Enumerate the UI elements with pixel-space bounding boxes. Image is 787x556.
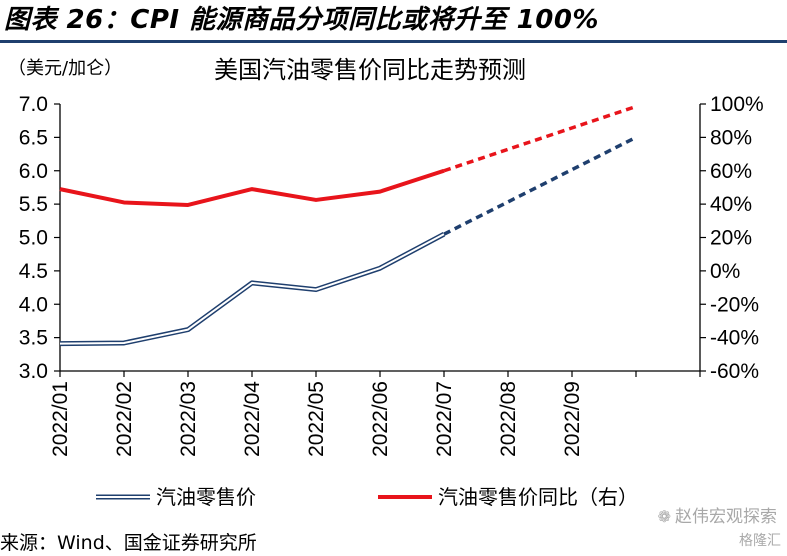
left-tick-label: 6.0	[19, 160, 48, 183]
x-tick-label: 2022/02	[113, 381, 136, 457]
series-line-gasoline-price-inner	[59, 233, 445, 345]
watermark: ❁ 赵伟宏观探索	[658, 502, 777, 527]
series-line-gasoline-yoy	[59, 168, 445, 207]
x-tick-label: 2022/03	[177, 381, 200, 457]
left-axis-unit-label: （美元/加仑）	[8, 58, 123, 79]
x-tick-label: 2022/01	[49, 381, 72, 457]
x-tick-label: 2022/09	[561, 381, 584, 457]
wechat-icon: ❁	[657, 507, 671, 526]
left-tick-label: 4.5	[19, 260, 48, 283]
left-tick-label: 7.0	[19, 93, 48, 116]
watermark-text: 赵伟宏观探索	[675, 507, 777, 527]
x-tick-label: 2022/05	[305, 381, 328, 457]
left-tick-label: 3.0	[19, 360, 48, 383]
left-tick-label: 6.5	[19, 126, 48, 149]
figure-title: 图表 26：CPI 能源商品分项同比或将升至 100%	[4, 5, 599, 35]
source-note: 来源：Wind、国金证券研究所	[0, 532, 257, 554]
left-tick-label: 3.5	[19, 327, 48, 350]
watermark-brand: 格隆汇	[739, 533, 781, 549]
left-tick-label: 5.0	[19, 227, 48, 250]
right-tick-label: 80%	[710, 126, 752, 149]
x-tick-label: 2022/06	[369, 381, 392, 457]
title-divider	[0, 40, 787, 43]
right-tick-label: 0%	[710, 260, 740, 283]
right-tick-label: 100%	[710, 93, 764, 116]
right-tick-label: -40%	[710, 327, 759, 350]
right-tick-label: 60%	[710, 160, 752, 183]
left-tick-label: 4.0	[19, 293, 48, 316]
x-tick-label: 2022/07	[433, 381, 456, 457]
right-tick-label: 20%	[710, 227, 752, 250]
left-tick-label: 5.5	[19, 193, 48, 216]
right-tick-label: -60%	[710, 360, 759, 383]
chart-title: 美国汽油零售价同比走势预测	[214, 56, 526, 84]
legend-label-gasoline-price: 汽油零售价	[156, 485, 256, 509]
forecast-line-gasoline-yoy	[443, 104, 637, 173]
right-tick-label: 40%	[710, 193, 752, 216]
legend-label-gasoline-yoy: 汽油零售价同比（右）	[438, 485, 638, 509]
forecast-line-gasoline-price	[443, 135, 637, 236]
right-tick-label: -20%	[710, 293, 759, 316]
series-line-gasoline-price	[59, 231, 446, 347]
x-tick-label: 2022/08	[497, 381, 520, 457]
x-tick-label: 2022/04	[241, 381, 264, 457]
